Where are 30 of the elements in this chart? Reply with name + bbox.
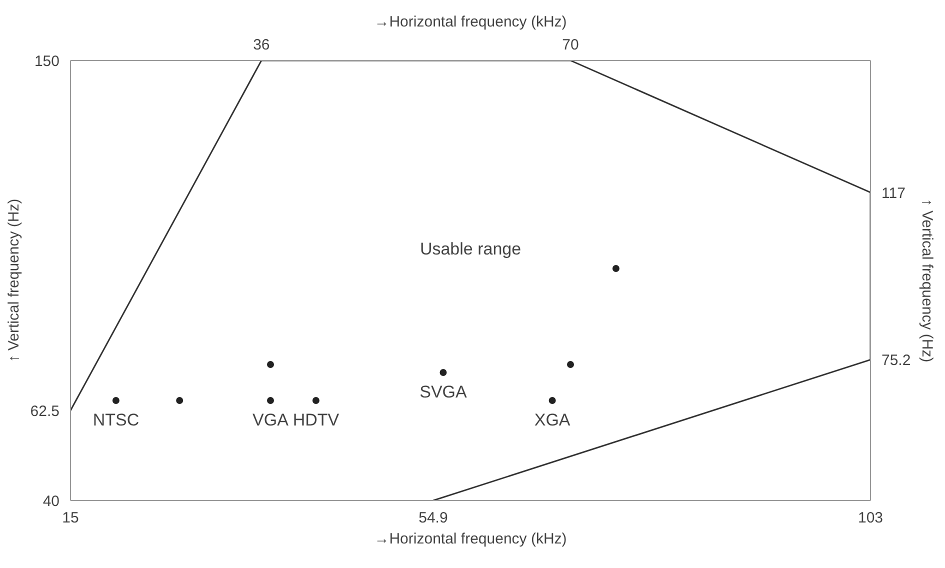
x2-tick-label: 36 — [253, 36, 270, 54]
x2-tick-label: 70 — [562, 36, 579, 54]
x-tick-label: 54.9 — [418, 510, 448, 526]
line-series — [70, 60, 870, 500]
point — [112, 397, 120, 404]
annotation: NTSC — [92, 410, 140, 430]
point — [176, 397, 184, 404]
y2-axis-title: ↑ Vertical frequency (Hz) — [918, 198, 936, 362]
x-tick-label: 103 — [858, 510, 884, 526]
point — [612, 265, 620, 272]
y-tick-label: 62.5 — [30, 403, 60, 420]
annotation: Usable range — [420, 240, 522, 258]
point — [548, 397, 556, 404]
y-tick-label: 40 — [42, 493, 60, 510]
point — [440, 369, 447, 376]
point — [267, 397, 274, 404]
point — [567, 361, 574, 368]
x-axis-title: →Horizontal frequency (kHz) — [374, 530, 567, 548]
annotation: HDTV — [292, 410, 340, 430]
point — [312, 397, 320, 404]
x-tick-label: 15 — [62, 510, 79, 526]
annotation: SVGA — [420, 382, 468, 402]
point — [267, 361, 274, 368]
annotation: XGA — [534, 410, 571, 430]
y-axis-title: ↑ Vertical frequency (Hz) — [5, 198, 22, 362]
y2-tick-label: 75.2 — [882, 352, 911, 370]
x2-axis-title: →Horizontal frequency (kHz) — [374, 14, 567, 30]
y2-tick-label: 117 — [882, 185, 906, 202]
annotation: VGA — [252, 410, 290, 430]
y-tick-label: 150 — [34, 53, 60, 70]
